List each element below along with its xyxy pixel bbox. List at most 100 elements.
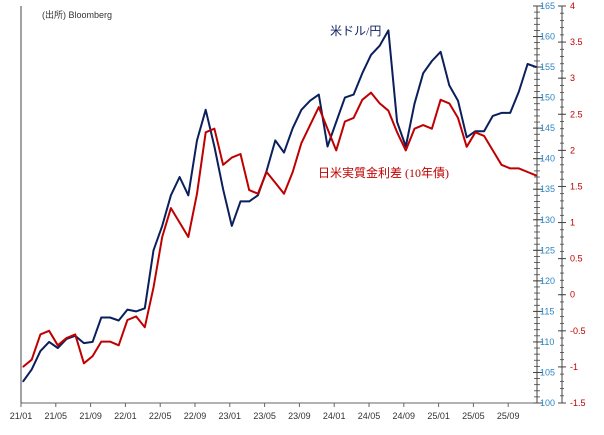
rate-diff-point xyxy=(492,149,494,151)
usdjpy-point xyxy=(213,145,215,148)
source-note: (出所) Bloomberg xyxy=(42,10,113,20)
usdjpy-point xyxy=(518,90,520,93)
usdjpy-point xyxy=(422,72,424,74)
left-axis-tick-label: 100 xyxy=(540,398,555,408)
usdjpy-point xyxy=(344,97,346,99)
usdjpy-point xyxy=(231,225,233,227)
rate-diff-point xyxy=(431,128,433,130)
rate-diff-point xyxy=(83,362,85,364)
usdjpy-point xyxy=(309,100,311,102)
rate-diff-point xyxy=(65,337,68,339)
rate-diff-point xyxy=(344,120,346,123)
x-axis-tick-label: 22/01 xyxy=(114,411,137,421)
rate-diff-point xyxy=(413,128,416,130)
rate-diff-point xyxy=(187,236,189,238)
rate-diff-point xyxy=(161,236,163,238)
usdjpy-point xyxy=(466,136,468,138)
rate-diff-point xyxy=(109,341,111,343)
left-axis-tick-label: 160 xyxy=(540,32,555,42)
rate-diff-point xyxy=(300,142,302,144)
usdjpy-point xyxy=(500,112,503,114)
left-axis-tick-label: 130 xyxy=(540,215,555,225)
left-axis-tick-label: 105 xyxy=(540,367,555,377)
usdjpy-point xyxy=(326,145,329,148)
usdjpy-point xyxy=(335,121,337,123)
usdjpy-point xyxy=(31,368,33,371)
rate-diff-point xyxy=(466,146,468,148)
rate-diff-point xyxy=(248,189,250,191)
x-axis-tick-label: 24/09 xyxy=(393,411,416,421)
rate-diff-point xyxy=(274,182,276,184)
usdjpy-point xyxy=(318,93,320,96)
x-axis-tick-label: 21/09 xyxy=(79,411,102,421)
rate-diff-point xyxy=(39,333,42,336)
usdjpy-point xyxy=(100,316,102,319)
rate-diff-point xyxy=(457,117,459,119)
right-axis-tick-label: 2 xyxy=(570,145,575,155)
usdjpy-point xyxy=(370,54,372,56)
rate-diff-point xyxy=(518,167,520,170)
usdjpy-point xyxy=(292,127,294,129)
rate-diff-point xyxy=(500,164,503,166)
rate-diff-point xyxy=(48,330,50,332)
rate-diff-point xyxy=(135,315,137,317)
usdjpy-point xyxy=(492,115,494,117)
left-axis-tick-label: 145 xyxy=(540,123,555,133)
usdjpy-point xyxy=(457,100,459,102)
usdjpy-point xyxy=(196,139,198,141)
usdjpy-point xyxy=(126,308,128,311)
left-axis-tick-label: 135 xyxy=(540,184,555,194)
right-axis-tick-label: 3.5 xyxy=(570,37,583,47)
usdjpy-point xyxy=(161,225,163,227)
x-axis-tick-label: 23/05 xyxy=(253,411,276,421)
usdjpy-point xyxy=(170,194,172,196)
rate-diff-point xyxy=(422,124,424,126)
rate-diff-point xyxy=(527,171,529,173)
rate-diff-point xyxy=(326,128,329,130)
usdjpy-point xyxy=(205,109,207,111)
right-axis-tick-label: -1.5 xyxy=(570,398,586,408)
usdjpy-point xyxy=(413,103,416,105)
rate-diff-point xyxy=(448,102,450,105)
rate-diff-point xyxy=(205,131,207,133)
x-axis-tick-label: 22/09 xyxy=(184,411,207,421)
x-axis-tick-label: 24/05 xyxy=(358,411,381,421)
rate-diff-point xyxy=(179,221,181,224)
usdjpy-point xyxy=(135,310,137,312)
rate-diff-point xyxy=(22,366,24,368)
x-axis-tick-label: 25/09 xyxy=(497,411,520,421)
x-axis-tick-label: 25/05 xyxy=(462,411,485,421)
right-axis-tick-label: 3 xyxy=(570,73,575,83)
usdjpy-point xyxy=(144,307,146,309)
usdjpy-point xyxy=(353,93,355,96)
rate-diff-point xyxy=(152,286,155,289)
x-axis-tick-label: 21/01 xyxy=(10,411,33,421)
rate-diff-point xyxy=(387,110,389,112)
rate-diff-point xyxy=(283,193,285,195)
right-axis-tick-label: 0 xyxy=(570,290,575,300)
left-axis-tick-label: 110 xyxy=(540,337,554,347)
usdjpy-point xyxy=(22,381,24,383)
usdjpy-point xyxy=(535,66,537,68)
rate-diff-point xyxy=(361,99,363,101)
usdjpy-point xyxy=(109,316,111,319)
usdjpy-point xyxy=(239,200,242,203)
rate-diff-point xyxy=(196,193,198,195)
usdjpy-point xyxy=(300,109,302,111)
rate-diff-point xyxy=(92,355,94,357)
left-axis-tick-label: 165 xyxy=(540,1,555,11)
x-axis-tick-label: 23/01 xyxy=(219,411,242,421)
rate-diff-point xyxy=(213,128,215,130)
usdjpy-point xyxy=(152,249,155,251)
right-axis-tick-label: -0.5 xyxy=(570,326,586,336)
usdjpy-point xyxy=(431,60,433,62)
left-axis-tick-label: 150 xyxy=(540,93,555,103)
right-axis-tick-label: 4 xyxy=(570,1,575,11)
right-axis-tick-label: 1 xyxy=(570,218,575,228)
rate-diff-line xyxy=(22,91,537,368)
rate-diff-point xyxy=(31,359,33,361)
rate-diff-point xyxy=(100,341,102,343)
rate-diff-point xyxy=(509,167,511,170)
right-axis-tick-label: -1 xyxy=(570,362,578,372)
rate-diff-point xyxy=(440,99,442,101)
